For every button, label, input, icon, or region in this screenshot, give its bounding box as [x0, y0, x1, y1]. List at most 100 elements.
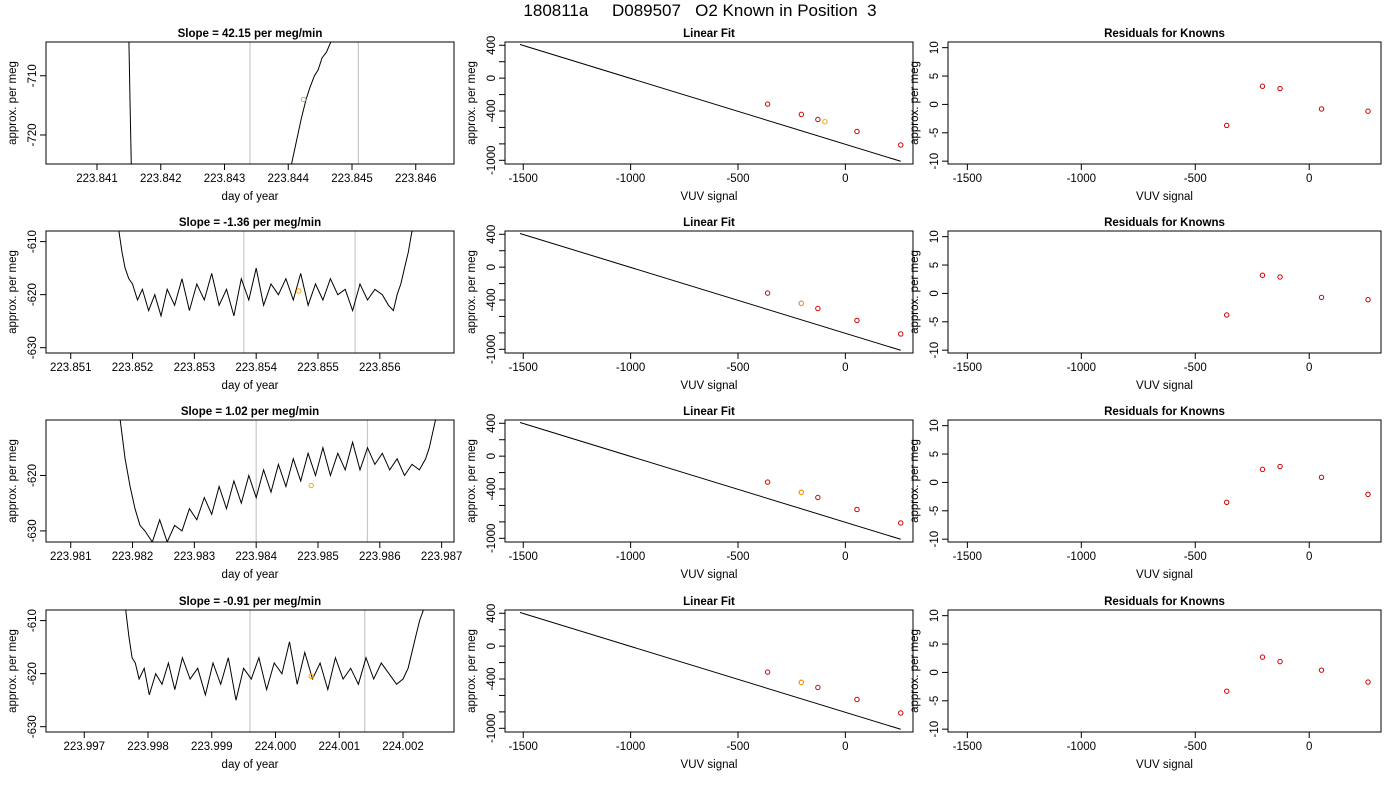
y-tick-label: 10	[929, 41, 941, 54]
panel-timeseries-row4: Slope = -0.91 per meg/min day of year appr…	[7, 596, 455, 771]
plot-area	[119, 420, 436, 542]
y-tick-label: -630	[27, 715, 39, 738]
x-tick-label: 223.999	[191, 741, 233, 753]
highlight-point	[798, 489, 805, 496]
data-point	[1259, 272, 1266, 278]
known-point	[308, 482, 314, 489]
plot-frame	[45, 419, 455, 543]
panel-title: Residuals for Knowns	[1104, 596, 1225, 608]
x-tick-label: 223.842	[140, 173, 182, 185]
y-axis-label: approx. per meg	[466, 61, 478, 145]
y-tick-label: 0	[929, 669, 941, 675]
y-tick-label: 0	[486, 643, 498, 649]
x-tick-label: 0	[842, 551, 848, 563]
data-point	[764, 290, 771, 296]
data-point	[1365, 296, 1371, 303]
known-point	[300, 96, 307, 103]
y-tick-label: 10	[929, 230, 941, 243]
y-tick-label: 0	[486, 264, 498, 270]
x-tick-label: -1000	[616, 173, 645, 185]
y-axis-label: approx. per meg	[7, 250, 19, 334]
y-tick-label: 400	[486, 604, 498, 623]
y-tick-label: -1000	[486, 524, 498, 553]
x-tick-label: 223.854	[235, 362, 277, 374]
y-tick-label: -620	[27, 662, 39, 685]
data-point	[1365, 108, 1371, 114]
fit-line	[519, 611, 901, 730]
timeseries-line	[125, 610, 424, 701]
plot-frame	[504, 41, 914, 165]
x-tick-label: 223.998	[127, 741, 169, 753]
x-tick-label: -500	[1184, 173, 1207, 185]
x-tick-label: 223.851	[50, 362, 92, 374]
y-axis-label: approx. per meg	[466, 250, 478, 334]
data-point	[798, 111, 805, 118]
known-point	[308, 673, 314, 680]
data-point	[1224, 122, 1230, 129]
x-axis-label: day of year	[222, 759, 279, 771]
x-axis-label: VUV signal	[681, 191, 738, 203]
plot-frame	[947, 609, 1382, 733]
y-tick-label: -400	[486, 288, 498, 311]
x-axis-label: VUV signal	[1136, 759, 1193, 771]
x-tick-label: 223.845	[331, 173, 373, 185]
y-tick-label: 0	[486, 453, 498, 459]
plot-frame	[504, 230, 914, 354]
data-point	[898, 710, 904, 716]
y-axis-label: approx. per meg	[909, 61, 921, 145]
panel-title: Residuals for Knowns	[1104, 217, 1225, 229]
x-tick-label: -1000	[616, 741, 645, 753]
data-point	[1277, 463, 1283, 470]
y-tick-label: 0	[486, 75, 498, 81]
x-axis-label: VUV signal	[1136, 191, 1193, 203]
x-tick-label: -500	[1184, 362, 1207, 374]
x-tick-label: 0	[842, 362, 848, 374]
x-tick-label: 0	[842, 741, 848, 753]
y-tick-label: -620	[27, 464, 39, 487]
y-tick-label: -5	[929, 506, 941, 516]
panel-timeseries-row2: Slope = -1.36 per meg/min day of year appr…	[7, 217, 455, 392]
data-point	[764, 479, 771, 485]
plot-frame	[947, 41, 1382, 165]
y-tick-label: 5	[929, 262, 941, 268]
figure-title: 180811a D089507 O2 Known in Position 3	[523, 1, 877, 20]
x-tick-label: 224.000	[255, 741, 297, 753]
y-tick-label: -5	[929, 128, 941, 138]
x-axis-label: VUV signal	[681, 380, 738, 392]
y-tick-label: -630	[27, 519, 39, 542]
y-tick-label: 10	[929, 419, 941, 432]
y-tick-label: 5	[929, 451, 941, 457]
panel-title: Slope = -0.91 per meg/min	[179, 596, 321, 608]
x-tick-label: 223.846	[395, 173, 437, 185]
plot-frame	[45, 41, 455, 165]
panel-title: Linear Fit	[683, 217, 735, 229]
data-point	[1277, 85, 1283, 92]
y-tick-label: 400	[486, 414, 498, 433]
fit-line	[519, 421, 901, 540]
x-tick-label: 223.843	[204, 173, 246, 185]
x-tick-label: -1000	[616, 551, 645, 563]
data-point	[898, 142, 904, 148]
data-point	[815, 116, 821, 123]
data-point	[815, 684, 821, 691]
data-point	[1277, 658, 1283, 665]
fit-line	[519, 43, 901, 162]
x-tick-label: 223.983	[174, 551, 216, 563]
y-tick-label: -10	[929, 153, 941, 170]
data-point	[898, 520, 904, 526]
data-point	[815, 305, 821, 312]
panel-title: Linear Fit	[683, 28, 735, 40]
highlight-point	[822, 118, 828, 125]
x-axis-label: day of year	[222, 380, 279, 392]
x-axis-label: VUV signal	[681, 569, 738, 581]
data-point	[1224, 499, 1230, 505]
data-point	[1259, 83, 1266, 89]
plot-area	[1224, 463, 1371, 505]
plot-frame	[45, 230, 455, 354]
y-tick-label: 5	[929, 73, 941, 79]
plot-area	[519, 611, 904, 730]
y-axis-label: approx. per meg	[909, 439, 921, 523]
y-tick-label: 400	[486, 225, 498, 244]
plot-area	[1224, 272, 1371, 318]
plot-frame	[947, 419, 1382, 543]
